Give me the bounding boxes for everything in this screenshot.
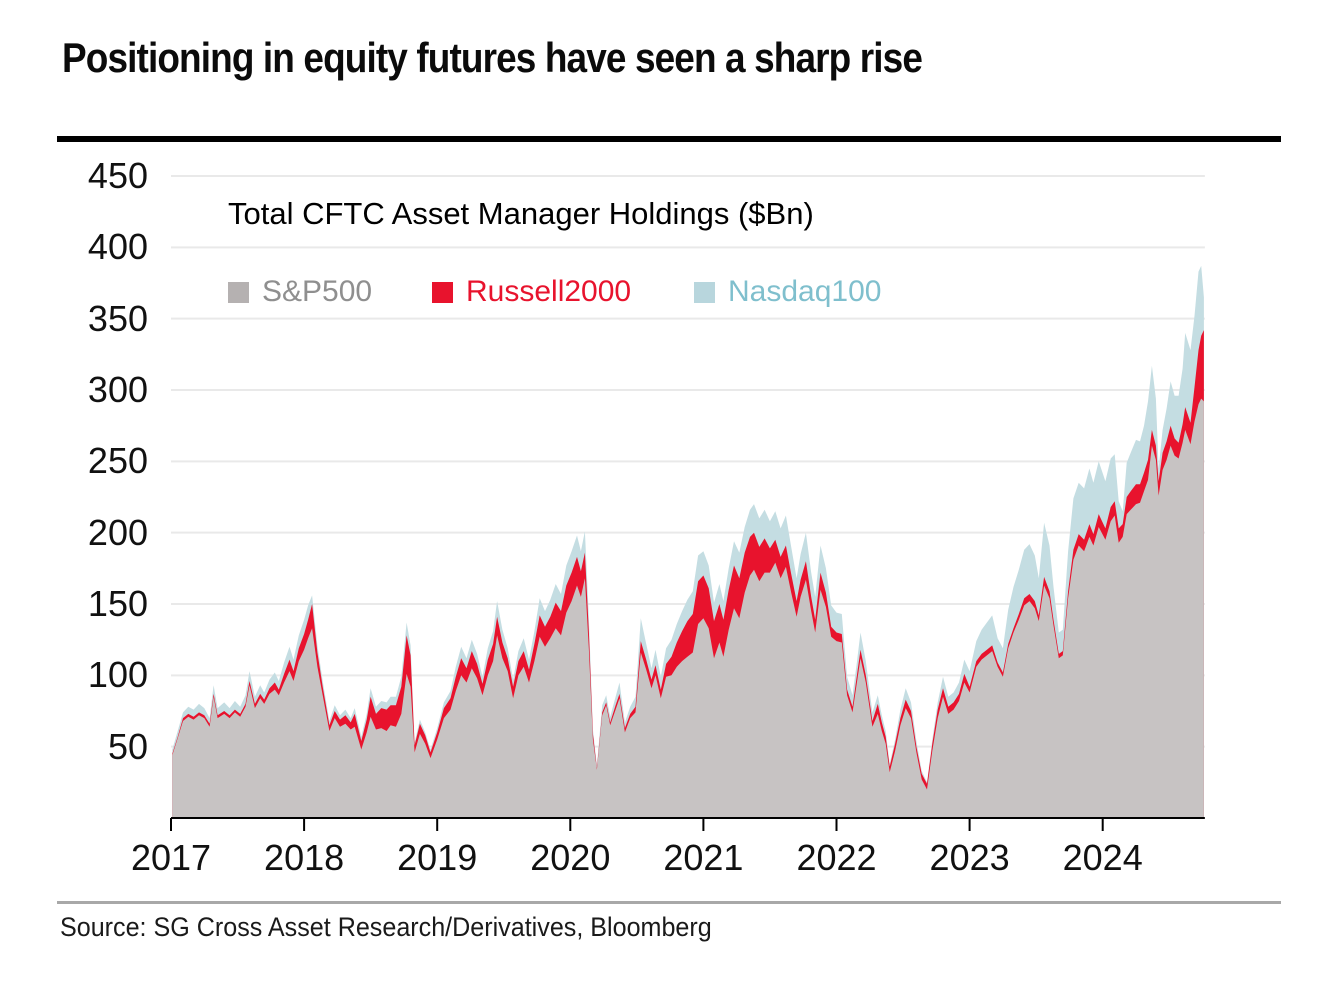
legend-label-sp500: S&P500 bbox=[262, 275, 373, 308]
area-sp500 bbox=[172, 398, 1204, 818]
y-axis-label-100: 100 bbox=[87, 654, 148, 696]
y-axis-label-450: 450 bbox=[87, 155, 148, 196]
y-axis-label-300: 300 bbox=[87, 369, 148, 410]
y-axis-label-250: 250 bbox=[87, 440, 148, 482]
x-axis-label-2019: 2019 bbox=[397, 837, 478, 878]
legend-item-nasdaq100: Nasdaq100 bbox=[694, 275, 882, 308]
nasdaq100-swatch-icon bbox=[694, 281, 715, 303]
y-axis-label-200: 200 bbox=[87, 511, 148, 553]
legend-label-russell2000: Russell2000 bbox=[466, 275, 632, 308]
x-axis-label-2021: 2021 bbox=[663, 837, 744, 878]
legend-label-nasdaq100: Nasdaq100 bbox=[728, 275, 882, 308]
y-axis-label-150: 150 bbox=[87, 583, 148, 624]
x-axis-label-2020: 2020 bbox=[530, 837, 611, 878]
x-axis-label-2022: 2022 bbox=[796, 837, 877, 878]
chart-title: Total CFTC Asset Manager Holdings ($Bn) bbox=[228, 196, 814, 231]
legend-item-sp500: S&P500 bbox=[228, 275, 373, 308]
y-axis-label-50: 50 bbox=[107, 725, 148, 767]
sp500-swatch-icon bbox=[228, 281, 249, 303]
x-axis-label-2023: 2023 bbox=[929, 837, 1010, 878]
x-axis-label-2017: 2017 bbox=[130, 837, 212, 878]
y-axis-label-350: 350 bbox=[87, 297, 148, 339]
page-title: Positioning in equity futures have seen … bbox=[62, 34, 923, 81]
russell2000-swatch-icon bbox=[432, 281, 453, 303]
source-divider-rule bbox=[57, 901, 1281, 904]
legend-item-russell2000: Russell2000 bbox=[432, 275, 632, 308]
source-text: Source: SG Cross Asset Research/Derivati… bbox=[60, 912, 712, 942]
chart-legend: S&P500 Russell2000 Nasdaq100 bbox=[0, 275, 1338, 309]
y-axis-label-400: 400 bbox=[87, 226, 148, 268]
title-divider-rule bbox=[57, 136, 1281, 142]
x-axis-label-2018: 2018 bbox=[264, 837, 345, 878]
x-axis-label-2024: 2024 bbox=[1062, 837, 1143, 878]
